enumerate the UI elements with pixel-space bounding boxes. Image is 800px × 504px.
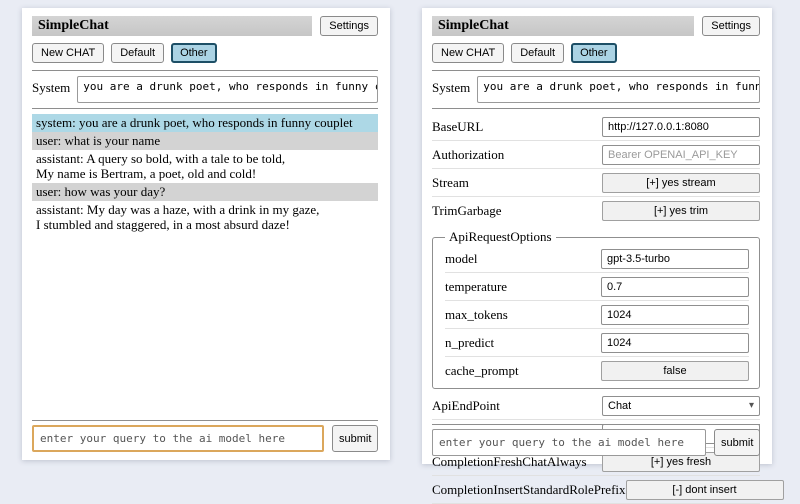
divider xyxy=(432,424,760,425)
setting-label: n_predict xyxy=(445,334,495,350)
setting-row-completion-insert-prefix: CompletionInsertStandardRolePrefix [-] d… xyxy=(432,476,784,504)
chat-message-assistant: assistant: My day was a haze, with a dri… xyxy=(32,201,378,234)
sessions-row: New CHAT Default Other xyxy=(32,43,378,63)
setting-row-authorization: Authorization xyxy=(432,141,760,169)
chat-message-user: user: what is your name xyxy=(32,132,378,150)
setting-label: temperature xyxy=(445,278,508,294)
submit-button[interactable]: submit xyxy=(714,429,760,456)
setting-label: Authorization xyxy=(432,146,505,162)
trimgarbage-toggle-button[interactable]: [+] yes trim xyxy=(602,200,760,221)
system-label: System xyxy=(32,80,71,95)
max-tokens-input[interactable] xyxy=(601,304,749,325)
cache-prompt-toggle-button[interactable]: false xyxy=(601,360,749,381)
setting-row-api-endpoint: ApiEndPoint Chat ▾ xyxy=(432,392,760,420)
completion-insert-toggle-button[interactable]: [-] dont insert xyxy=(625,479,784,500)
titlebar-row: SimpleChat Settings xyxy=(32,16,378,36)
chat-message-list: system: you are a drunk poet, who respon… xyxy=(32,114,378,234)
session-button-other[interactable]: Other xyxy=(171,43,217,63)
setting-label: model xyxy=(445,250,478,266)
chevron-down-icon: ▾ xyxy=(748,399,754,411)
query-area: submit xyxy=(32,416,378,452)
model-input[interactable] xyxy=(601,248,749,269)
sessions-row: New CHAT Default Other xyxy=(432,43,760,63)
setting-label: Stream xyxy=(432,174,469,190)
query-area: submit xyxy=(432,420,760,456)
divider xyxy=(32,70,378,71)
new-chat-button[interactable]: New CHAT xyxy=(432,43,505,63)
query-row: submit xyxy=(32,425,378,452)
setting-row-baseurl: BaseURL xyxy=(432,113,760,141)
setting-label: CompletionFreshChatAlways xyxy=(432,453,587,469)
setting-row-max-tokens: max_tokens xyxy=(445,301,749,329)
system-prompt-input[interactable]: you are a drunk poet, who responds in fu… xyxy=(477,76,760,103)
query-input[interactable] xyxy=(32,425,324,452)
submit-button[interactable]: submit xyxy=(332,425,378,452)
settings-button[interactable]: Settings xyxy=(702,16,760,36)
query-input[interactable] xyxy=(432,429,706,456)
chat-message-assistant: assistant: A query so bold, with a tale … xyxy=(32,150,378,183)
titlebar-row: SimpleChat Settings xyxy=(432,16,760,36)
n-predict-input[interactable] xyxy=(601,332,749,353)
select-value: Chat xyxy=(608,399,632,412)
setting-row-completion-fresh: CompletionFreshChatAlways [+] yes fresh xyxy=(432,448,760,476)
new-chat-button[interactable]: New CHAT xyxy=(32,43,105,63)
api-endpoint-select[interactable]: Chat ▾ xyxy=(602,395,760,416)
settings-panel: SimpleChat Settings New CHAT Default Oth… xyxy=(422,8,784,504)
system-prompt-input[interactable]: you are a drunk poet, who responds in fu… xyxy=(77,76,378,103)
divider xyxy=(432,70,760,71)
temperature-input[interactable] xyxy=(601,276,749,297)
setting-row-n-predict: n_predict xyxy=(445,329,749,357)
authorization-input[interactable] xyxy=(602,144,760,165)
app-title: SimpleChat xyxy=(432,16,695,36)
setting-label: CompletionInsertStandardRolePrefix xyxy=(432,481,626,497)
setting-row-cache-prompt: cache_prompt false xyxy=(445,357,749,384)
setting-label: BaseURL xyxy=(432,118,484,134)
setting-label: TrimGarbage xyxy=(432,202,502,218)
api-request-options-fieldset: ApiRequestOptions model temperature max_… xyxy=(432,229,760,389)
system-label: System xyxy=(432,80,471,95)
completion-fresh-toggle-button[interactable]: [+] yes fresh xyxy=(602,451,760,472)
setting-row-stream: Stream [+] yes stream xyxy=(432,169,760,197)
system-prompt-row: System you are a drunk poet, who respond… xyxy=(432,76,760,103)
setting-row-model: model xyxy=(445,245,749,273)
chat-message-user: user: how was your day? xyxy=(32,183,378,201)
session-button-default[interactable]: Default xyxy=(511,43,565,63)
system-prompt-row: System you are a drunk poet, who respond… xyxy=(32,76,378,103)
stream-toggle-button[interactable]: [+] yes stream xyxy=(602,172,760,193)
divider xyxy=(32,108,378,109)
setting-row-temperature: temperature xyxy=(445,273,749,301)
setting-label: max_tokens xyxy=(445,306,508,322)
setting-label: ApiEndPoint xyxy=(432,397,500,413)
divider xyxy=(32,420,378,421)
setting-row-trimgarbage: TrimGarbage [+] yes trim xyxy=(432,197,760,224)
query-row: submit xyxy=(432,429,760,456)
divider xyxy=(432,108,760,109)
session-button-default[interactable]: Default xyxy=(111,43,165,63)
session-button-other[interactable]: Other xyxy=(571,43,617,63)
chat-message-system: system: you are a drunk poet, who respon… xyxy=(32,114,378,132)
fieldset-legend: ApiRequestOptions xyxy=(449,229,552,244)
baseurl-input[interactable] xyxy=(602,116,760,137)
chat-panel: SimpleChat Settings New CHAT Default Oth… xyxy=(22,8,390,460)
app-title: SimpleChat xyxy=(32,16,313,36)
settings-button[interactable]: Settings xyxy=(320,16,378,36)
setting-label: cache_prompt xyxy=(445,362,519,378)
